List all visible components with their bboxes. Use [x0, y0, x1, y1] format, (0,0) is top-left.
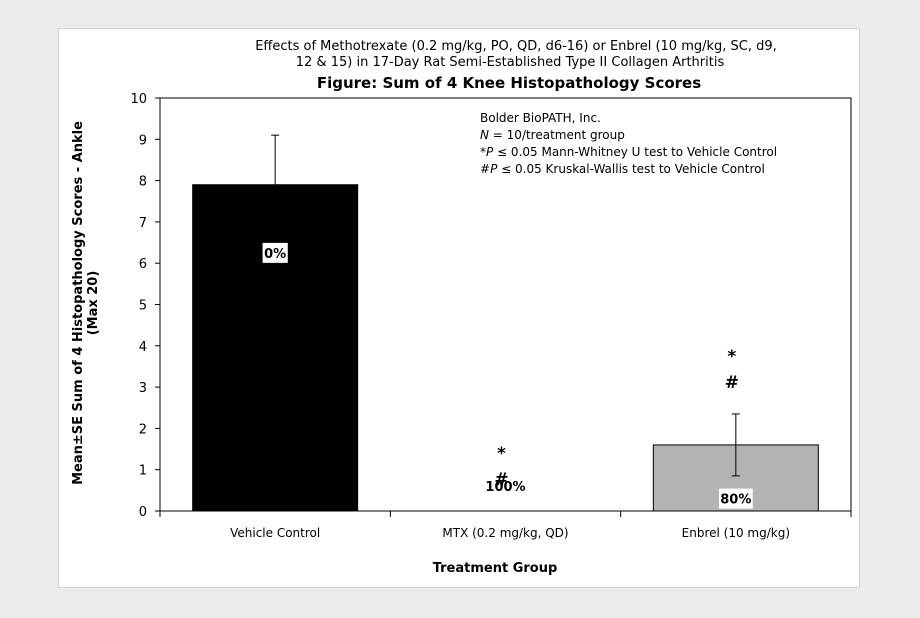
significance-mark: * — [727, 347, 736, 367]
y-tick-label: 0 — [139, 505, 147, 520]
y-tick-label: 7 — [139, 216, 147, 231]
annotation-line: Bolder BioPATH, Inc. — [480, 111, 601, 125]
significance-mark: * — [497, 444, 506, 464]
inhibition-labels-layer: 0% 100% 80% — [262, 242, 753, 509]
y-axis-title-line-1: Mean±SE Sum of 4 Histopathology Scores -… — [71, 121, 86, 485]
chart-title: Figure: Sum of 4 Knee Histopathology Sco… — [317, 74, 701, 92]
y-tick-label: 2 — [139, 422, 147, 437]
y-tick-label: 8 — [139, 175, 147, 190]
x-category-label: Vehicle Control — [230, 526, 320, 540]
data-label-background — [262, 242, 288, 263]
annotation-line: #P ≤ 0.05 Kruskal-Wallis test to Vehicle… — [480, 162, 765, 176]
y-tick-label: 1 — [139, 464, 147, 479]
annotation-segment: ≤ 0.05 Mann-Whitney U test to Vehicle Co… — [493, 145, 777, 159]
annotation-line: *P ≤ 0.05 Mann-Whitney U test to Vehicle… — [480, 145, 777, 159]
y-tick-label: 9 — [139, 133, 147, 148]
annotation-box: Bolder BioPATH, Inc. N = 10/treatment gro… — [480, 111, 777, 176]
x-category-label: Enbrel (10 mg/kg) — [682, 526, 790, 540]
bar — [192, 184, 359, 512]
error-bars-layer — [271, 134, 740, 477]
y-tick-label: 3 — [139, 381, 147, 396]
y-tick-label: 4 — [139, 340, 147, 355]
annotation-line: N = 10/treatment group — [480, 128, 625, 142]
annotation-segment: = 10/treatment group — [489, 128, 625, 142]
y-tick-label: 6 — [139, 257, 147, 272]
y-axis-title-line-2: (Max 20) — [86, 271, 101, 336]
significance-mark: # — [494, 470, 508, 490]
y-tick-label: 10 — [130, 92, 147, 107]
data-label: 100% — [485, 480, 525, 495]
annotation-segment: Bolder BioPATH, Inc. — [480, 111, 601, 125]
axes-layer: 0 1 2 3 4 5 6 7 8 9 10 Vehicle Control MTX (0.2 mg/k… — [130, 92, 852, 540]
bar-chart: Effects of Methotrexate (0.2 mg/kg, PO, … — [71, 39, 852, 576]
chart-frame: Effects of Methotrexate (0.2 mg/kg, PO, … — [58, 28, 860, 588]
chart-subtitle-line-1: Effects of Methotrexate (0.2 mg/kg, PO, … — [255, 39, 777, 54]
annotation-segment: P — [486, 145, 494, 159]
annotation-segment: ≤ 0.05 Kruskal-Wallis test to Vehicle Co… — [497, 162, 765, 176]
x-axis-title: Treatment Group — [433, 561, 558, 576]
annotation-segment: N — [480, 128, 489, 142]
significance-mark: # — [725, 373, 739, 393]
y-tick-label: 5 — [139, 299, 147, 314]
x-category-label: MTX (0.2 mg/kg, QD) — [442, 526, 568, 540]
significance-marks-layer: * # * # — [494, 347, 739, 490]
data-label: 80% — [720, 493, 751, 508]
data-label-background — [718, 488, 753, 509]
annotation-segment: P — [490, 162, 498, 176]
annotation-segment: * — [480, 145, 486, 159]
annotation-segment: # — [480, 162, 490, 176]
data-label: 0% — [264, 247, 286, 262]
chart-subtitle-line-2: 12 & 15) in 17-Day Rat Semi-Established … — [296, 55, 725, 70]
